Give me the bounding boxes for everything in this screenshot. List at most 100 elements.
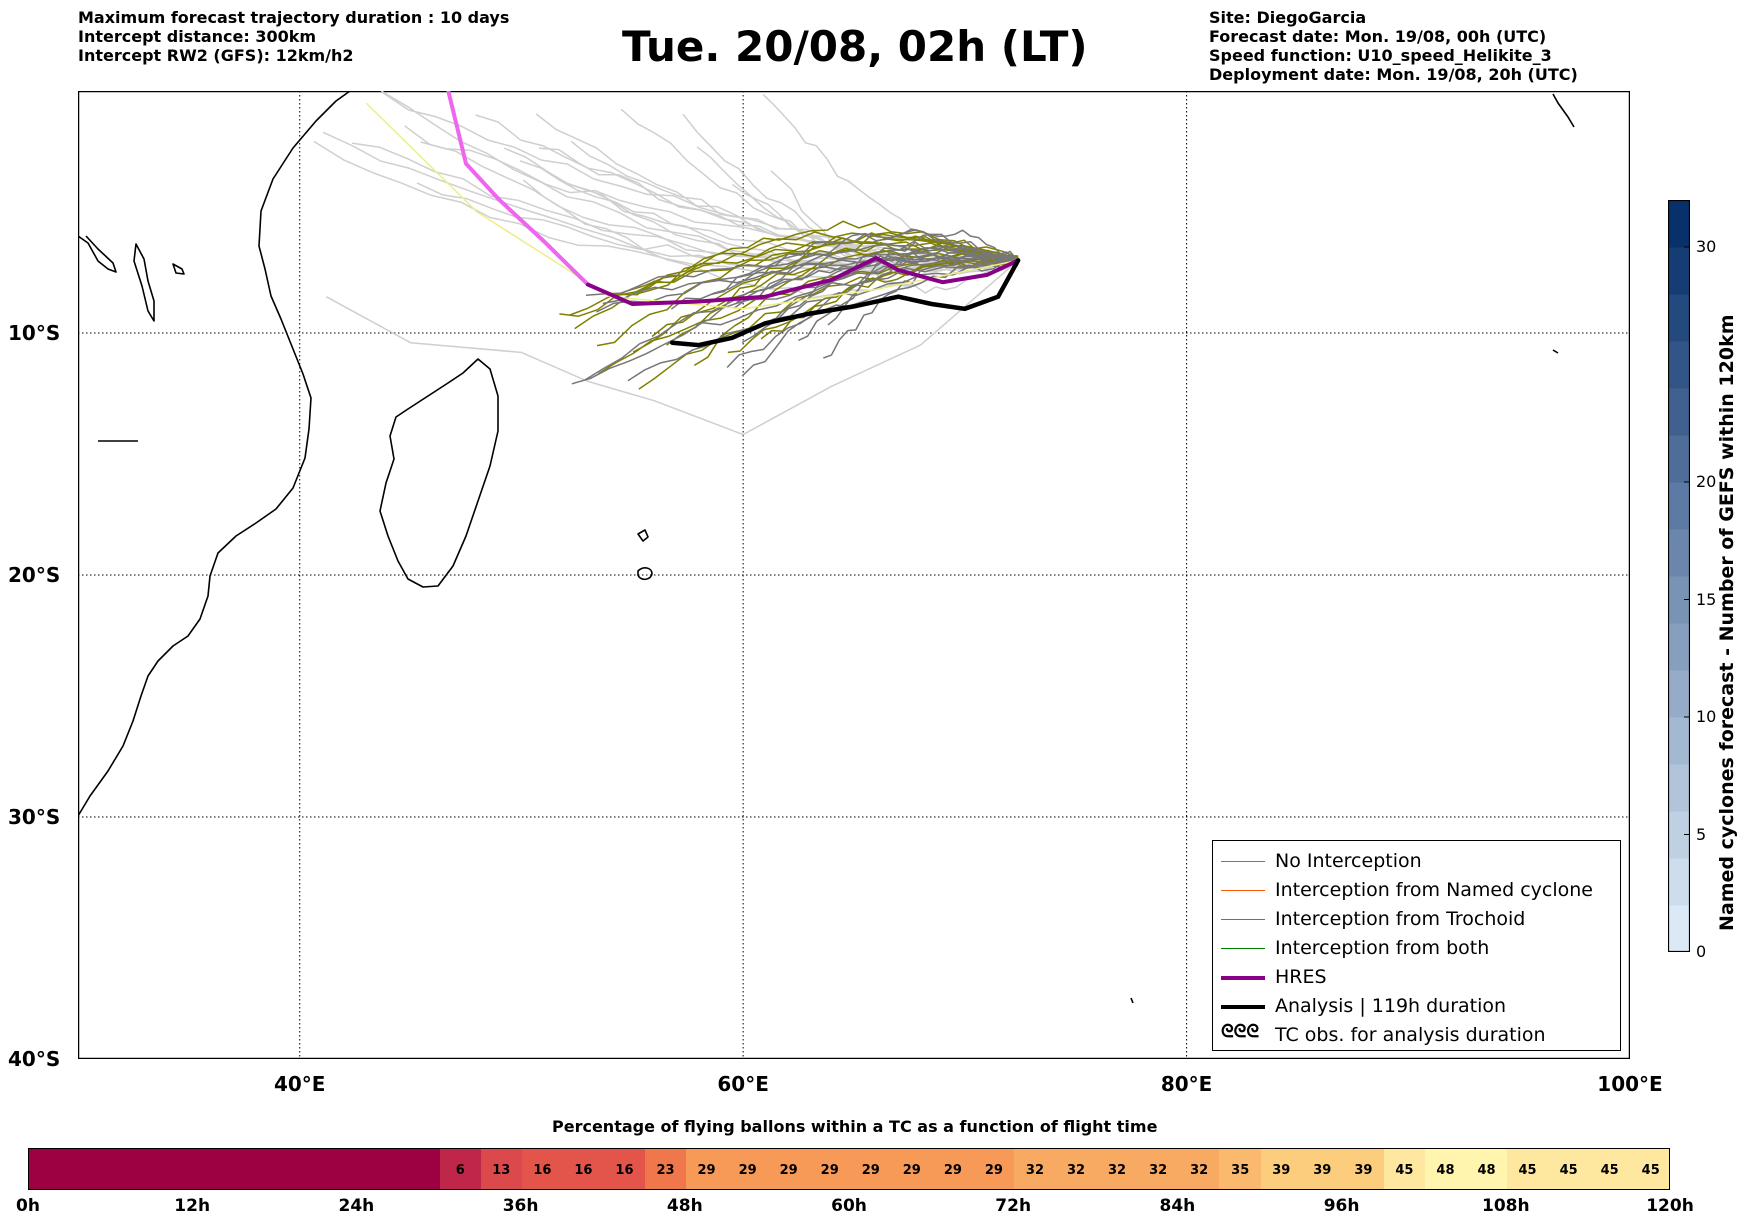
legend-line-swatch xyxy=(1221,1005,1265,1009)
bar-cell: 45 xyxy=(1547,1149,1590,1189)
legend-item-label: Interception from both xyxy=(1275,937,1490,959)
bar-cell: 29 xyxy=(808,1149,851,1189)
bar-cell: 45 xyxy=(1629,1149,1669,1189)
colorbar-tick-label: 5 xyxy=(1696,824,1707,844)
island-1 xyxy=(133,243,155,322)
bar-cell: 45 xyxy=(1383,1149,1426,1189)
bar-cell: 48 xyxy=(1465,1149,1508,1189)
legend-item-label: HRES xyxy=(1275,966,1327,988)
ensemble-trajectory xyxy=(733,228,1019,309)
bar-cell: 16 xyxy=(562,1149,605,1189)
ensemble-trajectory xyxy=(325,259,1019,436)
colorbar-tick-label: 0 xyxy=(1696,942,1707,961)
legend-item: HRES xyxy=(1213,963,1620,992)
bar-empty-segment xyxy=(29,1149,440,1189)
bar-cell: 39 xyxy=(1260,1149,1303,1189)
bar-cell: 45 xyxy=(1588,1149,1631,1189)
island-7 xyxy=(1552,349,1559,354)
legend-item-label: Interception from Named cyclone xyxy=(1275,879,1593,901)
bar-cell: 39 xyxy=(1301,1149,1344,1189)
colorbar-tick-label: 30 xyxy=(1696,237,1717,256)
bar-cell: 32 xyxy=(1137,1149,1179,1189)
header-left: Maximum forecast trajectory duration : 1… xyxy=(78,8,509,65)
legend-item-label: TC obs. for analysis duration xyxy=(1275,1024,1546,1046)
island-6 xyxy=(1552,93,1575,128)
africa-coastline xyxy=(78,91,351,817)
colorbar-band xyxy=(1668,200,1690,248)
madagascar-coastline xyxy=(379,358,499,588)
ensemble-trajectory xyxy=(760,255,1019,340)
bar-cell: 29 xyxy=(891,1149,933,1189)
page-title: Tue. 20/08, 02h (LT) xyxy=(622,22,1088,71)
header-intercept-rw2: Intercept RW2 (GFS): 12km/h2 xyxy=(78,46,354,65)
legend-line-swatch xyxy=(1221,976,1265,980)
colorbar-band xyxy=(1668,294,1690,342)
bar-time-tick: 120h xyxy=(1646,1196,1694,1216)
analysis-track xyxy=(669,258,1021,348)
bar-cell: 23 xyxy=(644,1149,687,1189)
header-forecast-date: Forecast date: Mon. 19/08, 00h (UTC) xyxy=(1209,27,1547,46)
bar-time-tick: 0h xyxy=(16,1196,40,1216)
colorbar xyxy=(1668,200,1690,952)
colorbar-band xyxy=(1668,905,1690,952)
colorbar-band xyxy=(1668,811,1690,859)
header-right: Site: DiegoGarcia Forecast date: Mon. 19… xyxy=(1209,8,1578,84)
header-intercept-distance: Intercept distance: 300km xyxy=(78,27,317,46)
bar-cell: 29 xyxy=(973,1149,1015,1189)
legend-line-swatch xyxy=(1221,919,1265,920)
legend: No Interception Interception from Named c… xyxy=(1212,840,1621,1051)
legend-item: Analysis | 119h duration xyxy=(1213,992,1620,1021)
colorbar-band xyxy=(1668,482,1690,530)
bar-cell: 32 xyxy=(1096,1149,1138,1189)
colorbar-tick-label: 15 xyxy=(1696,589,1717,609)
bar-cell: 29 xyxy=(685,1149,728,1189)
longitude-label: 60°E xyxy=(717,1072,769,1096)
arabia-coastline xyxy=(78,235,117,273)
latitude-label: 10°S xyxy=(8,321,61,345)
legend-item-label: No Interception xyxy=(1275,850,1422,872)
legend-item-label: Analysis | 119h duration xyxy=(1275,995,1507,1017)
coastlines xyxy=(78,91,1575,1004)
colorbar-band xyxy=(1668,341,1690,389)
legend-item: ᘓᘓᘓ TC obs. for analysis duration xyxy=(1213,1021,1620,1050)
tc-percentage-bar: 6 13 16 16 16 23 29 29 29 29 29 29 29 29 32 32 32 32 32 35 3… xyxy=(28,1148,1670,1190)
bar-time-tick: 48h xyxy=(666,1196,703,1216)
colorbar-band xyxy=(1668,623,1690,671)
longitude-label: 100°E xyxy=(1597,1072,1663,1096)
bar-cell: 32 xyxy=(1014,1149,1056,1189)
bar-cell: 35 xyxy=(1219,1149,1261,1189)
colorbar-band xyxy=(1668,435,1690,483)
latitude-label: 40°S xyxy=(8,1047,61,1071)
colorbar-label: Named cyclones forecast - Number of GEFS… xyxy=(1716,314,1738,931)
header-deployment-date: Deployment date: Mon. 19/08, 20h (UTC) xyxy=(1209,65,1578,84)
legend-line-swatch xyxy=(1221,948,1265,949)
longitude-label: 80°E xyxy=(1160,1072,1213,1096)
bar-cell: 16 xyxy=(521,1149,564,1189)
bar-time-tick: 36h xyxy=(502,1196,539,1216)
colorbar-tick-label: 10 xyxy=(1696,707,1717,726)
ensemble-trajectory xyxy=(627,258,1019,382)
ensemble-trajectory xyxy=(670,243,1019,310)
bar-time-tick: 12h xyxy=(174,1196,211,1216)
colorbar-band xyxy=(1668,717,1690,765)
hres-track xyxy=(585,255,1021,307)
island-5 xyxy=(637,567,653,581)
bar-time-tick: 60h xyxy=(831,1196,867,1216)
legend-item: Interception from both xyxy=(1213,934,1620,963)
bar-time-tick: 96h xyxy=(1323,1196,1360,1216)
colorbar-band xyxy=(1668,529,1690,577)
ensemble-trajectory xyxy=(602,253,1019,305)
legend-line-swatch xyxy=(1221,861,1265,862)
header-duration: Maximum forecast trajectory duration : 1… xyxy=(78,8,510,27)
latitude-label: 20°S xyxy=(8,563,61,587)
header-speed-function: Speed function: U10_speed_Helikite_3 xyxy=(1209,46,1552,65)
ensemble-trajectory xyxy=(770,241,1019,325)
island-2 xyxy=(172,263,185,275)
legend-line-swatch xyxy=(1221,890,1265,891)
bar-cell: 29 xyxy=(932,1149,974,1189)
bar-cell: 29 xyxy=(726,1149,769,1189)
latitude-label: 30°S xyxy=(8,805,61,829)
bar-cell: 13 xyxy=(480,1149,523,1189)
ensemble-trajectory xyxy=(571,257,1019,385)
bar-cell: 29 xyxy=(850,1149,892,1189)
